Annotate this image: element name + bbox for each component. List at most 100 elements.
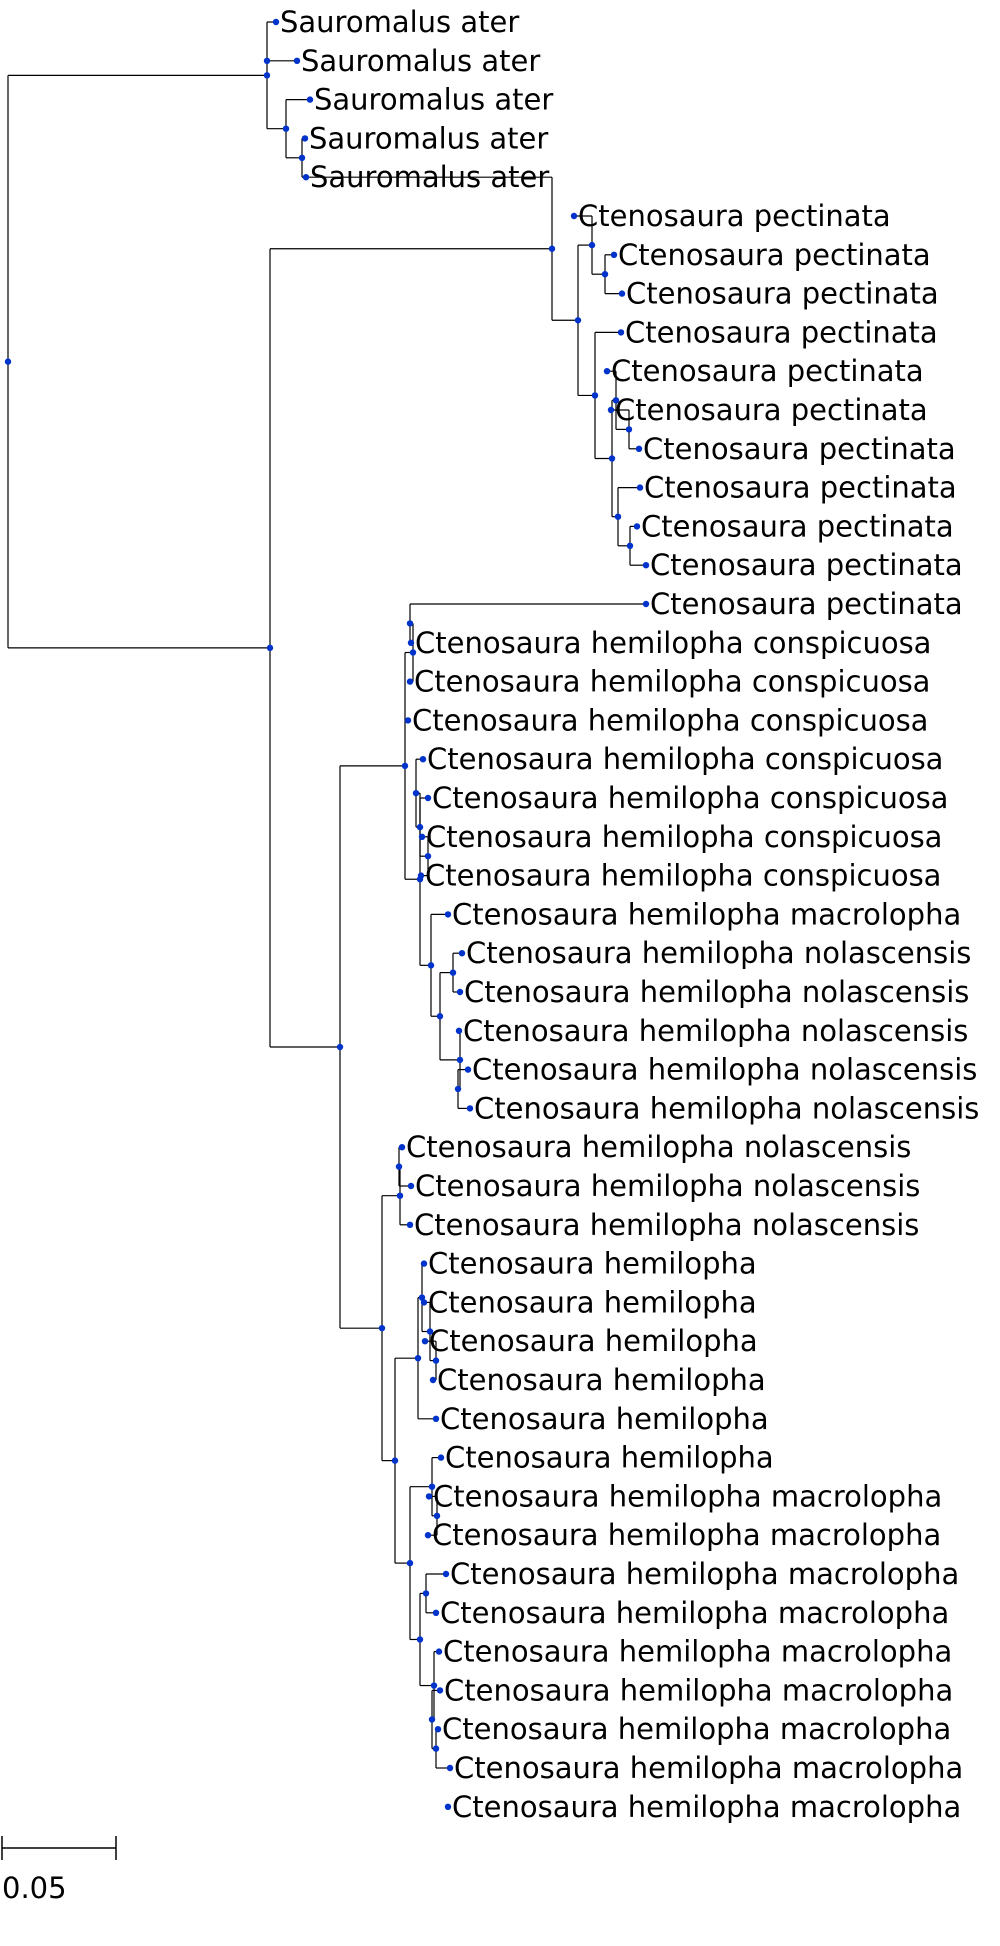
leaf-label: Sauromalus ater — [310, 160, 549, 194]
leaf-node — [435, 1648, 443, 1655]
internal-node — [266, 644, 274, 652]
internal-node — [378, 1324, 386, 1332]
leaf-label: Ctenosaura hemilopha nolascensis — [463, 1014, 968, 1048]
leaf-node — [419, 756, 427, 763]
leaf-node — [417, 872, 425, 879]
internal-node — [432, 1357, 440, 1364]
leaf-label: Ctenosaura hemilopha macrolopha — [440, 1596, 949, 1630]
internal-node — [588, 241, 596, 249]
leaf-node — [464, 1066, 472, 1073]
leaf-label: Ctenosaura pectinata — [641, 509, 954, 543]
leaf-node — [429, 1376, 437, 1384]
leaf-node — [603, 368, 611, 375]
leaf-label: Ctenosaura hemilopha macrolopha — [433, 1479, 942, 1513]
leaf-node — [617, 329, 625, 336]
leaf-label: Ctenosaura hemilopha macrolopha — [454, 1751, 963, 1785]
leaf-node — [302, 174, 310, 181]
leaf-node — [458, 950, 466, 957]
leaf-node — [432, 1415, 440, 1423]
leaf-label: Sauromalus ater — [301, 44, 540, 78]
internal-node — [626, 542, 634, 549]
leaf-node — [607, 406, 615, 414]
internal-node — [433, 1512, 441, 1520]
internal-node — [601, 271, 609, 278]
leaf-label: Ctenosaura pectinata — [650, 548, 963, 582]
leaf-node — [442, 1570, 450, 1578]
internal-node — [454, 1085, 462, 1093]
internal-node — [591, 392, 599, 399]
internal-node — [428, 1716, 436, 1723]
internal-node — [424, 853, 432, 860]
leaf-node — [436, 1687, 444, 1694]
internal-node — [432, 1745, 440, 1752]
leaf-node — [636, 484, 644, 491]
leaf-node — [432, 1609, 440, 1617]
leaf-node — [466, 1105, 474, 1112]
internal-node — [412, 789, 420, 797]
leaf-label: Ctenosaura pectinata — [643, 432, 956, 466]
leaf-node — [437, 1454, 445, 1461]
internal-node — [416, 823, 424, 831]
leaf-node — [642, 600, 650, 608]
leaf-label: Ctenosaura hemilopha nolascensis — [415, 1169, 920, 1203]
leaf-label: Sauromalus ater — [309, 121, 548, 155]
leaf-label: Ctenosaura pectinata — [611, 354, 924, 388]
leaf-node — [272, 18, 280, 26]
leaf-label: Ctenosaura hemilopha conspicuosa — [432, 781, 948, 815]
leaf-label: Ctenosaura pectinata — [625, 315, 938, 349]
leaf-label: Ctenosaura hemilopha macrolopha — [443, 1635, 952, 1669]
internal-node — [612, 397, 620, 404]
internal-node — [263, 57, 271, 64]
internal-node — [406, 620, 414, 627]
leaf-node — [398, 1144, 406, 1151]
leaf-node — [421, 1338, 429, 1345]
internal-node — [416, 1636, 424, 1643]
leaf-node — [444, 1803, 452, 1811]
internal-node — [608, 455, 616, 462]
leaf-node — [642, 562, 650, 569]
leaf-label: Ctenosaura pectinata — [618, 238, 931, 272]
leaf-label: Ctenosaura hemilopha — [440, 1402, 769, 1436]
leaf-node — [418, 833, 426, 840]
leaf-label: Ctenosaura hemilopha — [428, 1285, 757, 1319]
leaf-label: Ctenosaura pectinata — [578, 199, 891, 233]
leaf-node — [446, 1764, 454, 1772]
leaf-label: Sauromalus ater — [314, 83, 553, 117]
leaf-label: Ctenosaura hemilopha conspicuosa — [412, 703, 928, 737]
leaf-node — [633, 523, 641, 530]
internal-node — [428, 1483, 436, 1490]
leaf-label: Sauromalus ater — [280, 5, 519, 39]
leaf-node — [406, 678, 414, 685]
leaf-label: Ctenosaura hemilopha nolascensis — [414, 1208, 919, 1242]
internal-node — [395, 1163, 403, 1170]
internal-node — [418, 1294, 426, 1301]
internal-node — [449, 969, 457, 976]
leaf-node — [404, 717, 412, 724]
leaf-node — [635, 445, 643, 452]
leaf-node — [456, 988, 464, 996]
leaf-label: Ctenosaura pectinata — [615, 393, 928, 427]
leaf-label: Ctenosaura hemilopha macrolopha — [450, 1557, 959, 1591]
internal-node — [336, 1043, 344, 1051]
internal-node — [401, 762, 409, 770]
leaf-node — [618, 290, 626, 297]
internal-node — [456, 1056, 464, 1064]
leaf-label: Ctenosaura hemilopha nolascensis — [466, 936, 971, 970]
internal-node — [298, 154, 306, 161]
internal-node — [409, 649, 417, 656]
leaf-label: Ctenosaura hemilopha nolascensis — [474, 1091, 979, 1125]
leaf-label: Ctenosaura hemilopha macrolopha — [432, 1518, 941, 1552]
leaf-label: Ctenosaura hemilopha conspicuosa — [414, 665, 930, 699]
leaf-label: Ctenosaura hemilopha macrolopha — [442, 1712, 951, 1746]
internal-node — [426, 1328, 434, 1335]
leaf-node — [420, 1260, 428, 1267]
internal-node — [430, 1682, 438, 1689]
leaf-label: Ctenosaura pectinata — [626, 277, 939, 311]
leaf-node — [420, 1299, 428, 1306]
leaf-label: Ctenosaura hemilopha nolascensis — [406, 1130, 911, 1164]
leaf-label: Ctenosaura hemilopha macrolopha — [452, 1790, 961, 1824]
leaf-node — [293, 57, 301, 64]
leaf-node — [406, 1221, 414, 1229]
leaf-label: Ctenosaura hemilopha conspicuosa — [427, 742, 943, 776]
